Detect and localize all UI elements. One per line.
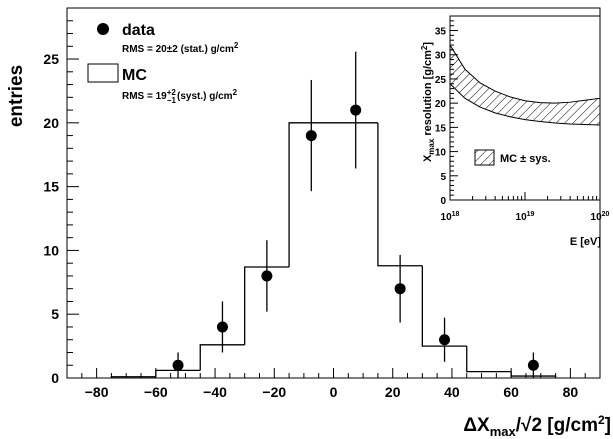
y-axis-title: entries: [6, 65, 27, 127]
x-axis-title: ΔXmax/√2 [g/cm2]: [463, 413, 611, 439]
mc-histogram-bin: [244, 266, 290, 345]
legend-mc-rms: RMS = 19+2 −1(syst.) g/cm2: [122, 88, 238, 105]
data-points: [172, 51, 539, 378]
x-tick-label: 20: [385, 384, 401, 400]
inset-x-axis-title: E [eV]: [570, 236, 602, 248]
mc-histogram-bin: [199, 344, 245, 371]
x-tick-label: −20: [262, 384, 286, 400]
x-tick-label: 80: [563, 384, 579, 400]
inset-x-tick-label: 1018: [441, 211, 460, 223]
inset-y-tick-label: 5: [440, 172, 446, 183]
inset-legend-swatch: [474, 149, 495, 166]
data-point: [439, 334, 451, 346]
y-tick-label: 15: [43, 179, 59, 195]
data-point: [527, 359, 539, 371]
data-point: [216, 321, 228, 333]
mc-histogram-bin: [466, 346, 512, 373]
inset-tick-labels: 0 5 10 15 20 25 30 35 1018 1019 1020: [435, 27, 610, 223]
y-tick-label: 0: [51, 370, 59, 386]
x-tick-label: −40: [203, 384, 227, 400]
data-point: [394, 283, 406, 295]
inset-y-tick-label: 0: [440, 196, 446, 207]
legend-mc-label: MC: [122, 67, 147, 84]
x-tick-label: 60: [503, 384, 519, 400]
data-point: [172, 359, 184, 371]
inset-y-tick-label: 10: [435, 148, 447, 159]
mc-histogram-bin: [421, 265, 467, 347]
main-legend: data RMS = 20±2 (stat.) g/cm2 MC RMS = 1…: [87, 22, 239, 105]
legend-mc-box: [87, 63, 119, 83]
mc-histogram-bin: [288, 122, 334, 267]
legend-data-rms: RMS = 20±2 (stat.) g/cm2: [122, 41, 239, 55]
main-ticks: [66, 7, 601, 379]
x-tick-label: 40: [444, 384, 460, 400]
y-tick-label: 25: [43, 51, 59, 67]
x-tick-label: −60: [144, 384, 168, 400]
inset-chart: 0 5 10 15 20 25 30 35 1018 1019 1020 MC ± sys. E […: [420, 15, 610, 248]
inset-band: [449, 43, 601, 126]
legend-data-marker: [97, 23, 109, 35]
data-point: [350, 104, 362, 116]
x-tick-label: −80: [85, 384, 109, 400]
inset-y-tick-label: 25: [435, 75, 447, 86]
mc-histogram-bin: [110, 376, 156, 378]
main-tick-labels: −80 −60 −40 −20 0 20 40 60 80 0 5 10 15 20 25: [43, 51, 578, 400]
mc-histogram-bin: [155, 369, 201, 377]
inset-x-tick-label: 1019: [516, 211, 535, 223]
inset-y-axis-title: Xmax resolution [g/cm2]: [420, 42, 436, 162]
inset-y-tick-label: 20: [435, 99, 447, 110]
data-point: [305, 130, 317, 142]
inset-ticks: [449, 20, 601, 201]
x-tick-label: 0: [330, 384, 338, 400]
y-tick-label: 5: [51, 306, 59, 322]
inset-y-tick-label: 30: [435, 51, 447, 62]
y-tick-label: 10: [43, 242, 59, 258]
inset-x-tick-label: 1020: [591, 211, 610, 223]
inset-y-tick-label: 15: [435, 123, 447, 134]
data-point: [261, 270, 273, 282]
mc-histogram-bin: [377, 122, 423, 267]
legend-data-label: data: [122, 22, 155, 39]
y-tick-label: 20: [43, 115, 59, 131]
inset-legend-label: MC ± sys.: [500, 153, 551, 165]
inset-y-tick-label: 35: [435, 27, 447, 38]
